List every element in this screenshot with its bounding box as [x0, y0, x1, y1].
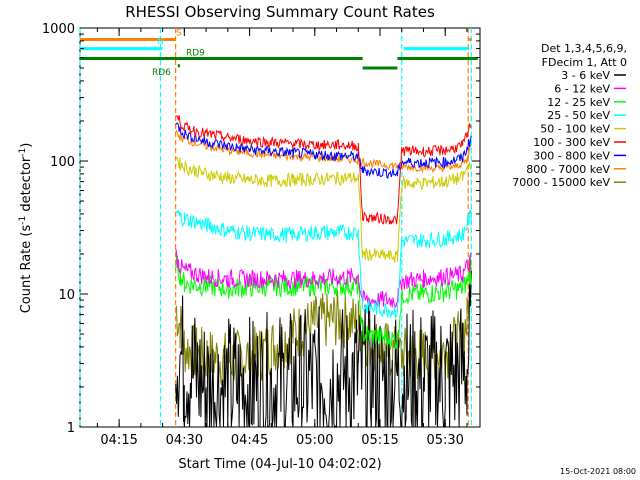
- plot-area: S N RD9 RD6: [79, 27, 481, 429]
- flag-label: RD6: [152, 68, 171, 78]
- legend-header-2: FDecim 1, Att 0: [542, 56, 627, 69]
- y-tick-label: 10: [58, 288, 75, 303]
- ylabel-main: Count Rate (s: [19, 225, 34, 314]
- legend-label: 12 - 25 keV: [547, 96, 610, 109]
- legend-label: 25 - 50 keV: [547, 109, 610, 122]
- legend-label: 100 - 300 keV: [533, 136, 610, 149]
- chart-title: RHESSI Observing Summary Count Rates: [125, 3, 435, 21]
- legend-label: 3 - 6 keV: [561, 69, 610, 82]
- legend-label: 6 - 12 keV: [554, 82, 610, 95]
- x-tick-label: 04:45: [231, 433, 268, 448]
- plot-frame: [79, 27, 481, 428]
- flag-label: S: [176, 28, 182, 38]
- y-axis-label: Count Rate (s-1 detector-1): [18, 143, 34, 314]
- ylabel-sup2: -1: [18, 148, 28, 157]
- x-tick-label: 05:30: [426, 433, 463, 448]
- y-tick-label: 100: [50, 155, 75, 170]
- x-tick-label: 04:30: [166, 433, 203, 448]
- svg-text:Count Rate (s-1 detector-1): Count Rate (s-1 detector-1): [18, 143, 34, 314]
- series-line: [175, 255, 472, 386]
- legend-header-1: Det 1,3,4,5,6,9,: [541, 42, 627, 55]
- legend-label: 300 - 800 keV: [533, 149, 610, 162]
- ylabel-sup1: -1: [18, 216, 28, 225]
- ylabel-end: ): [19, 143, 34, 148]
- series-line: [175, 248, 472, 308]
- x-tick-label: 05:00: [296, 433, 333, 448]
- y-tick-label: 1000: [42, 22, 75, 37]
- legend-label: 7000 - 15000 keV: [512, 176, 610, 189]
- flag-label: N: [157, 38, 164, 48]
- series-line: [175, 115, 472, 225]
- series-line: [175, 156, 472, 263]
- footer-date: 15-Oct-2021 08:00: [560, 467, 636, 476]
- legend-label: 800 - 7000 keV: [526, 163, 610, 176]
- x-tick-label: 05:15: [361, 433, 398, 448]
- x-tick-label: 04:15: [100, 433, 137, 448]
- series-line: [175, 208, 472, 319]
- y-tick-label: 1: [67, 421, 75, 436]
- x-axis-label: Start Time (04-Jul-10 04:02:02): [178, 457, 381, 472]
- flag-label: RD9: [186, 48, 205, 58]
- series-line: [175, 270, 472, 429]
- ylabel-mid: detector: [19, 156, 34, 216]
- legend-label: 50 - 100 keV: [540, 123, 610, 136]
- series-line: [175, 122, 472, 179]
